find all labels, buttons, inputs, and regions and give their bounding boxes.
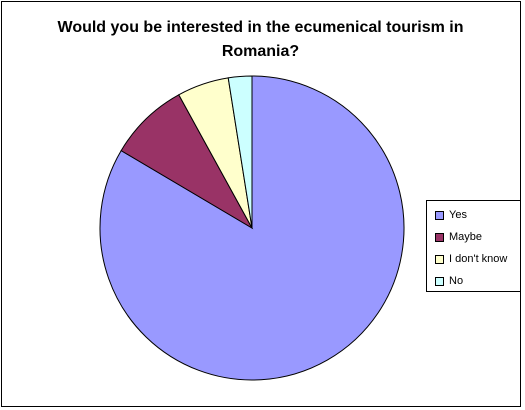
legend-swatch-yes [435, 210, 444, 220]
legend-label-maybe: Maybe [449, 231, 483, 243]
legend-swatch-maybe [435, 232, 444, 242]
legend-item-no: No [435, 274, 463, 288]
legend: Yes Maybe I don't know No [426, 200, 521, 292]
legend-swatch-no [435, 276, 444, 286]
legend-label-no: No [449, 275, 464, 287]
legend-swatch-i-dont-know [435, 254, 444, 264]
legend-item-i-dont-know: I don't know [435, 252, 507, 266]
legend-item-yes: Yes [435, 208, 467, 222]
legend-item-maybe: Maybe [435, 230, 482, 244]
chart-title: Would you be interested in the ecumenica… [57, 19, 464, 60]
pie-slices [99, 75, 405, 381]
legend-label-i-dont-know: I don't know [449, 253, 508, 265]
pie-slice-yes [99, 75, 405, 381]
legend-label-yes: Yes [449, 209, 467, 221]
pie-slice-no [227, 75, 253, 229]
